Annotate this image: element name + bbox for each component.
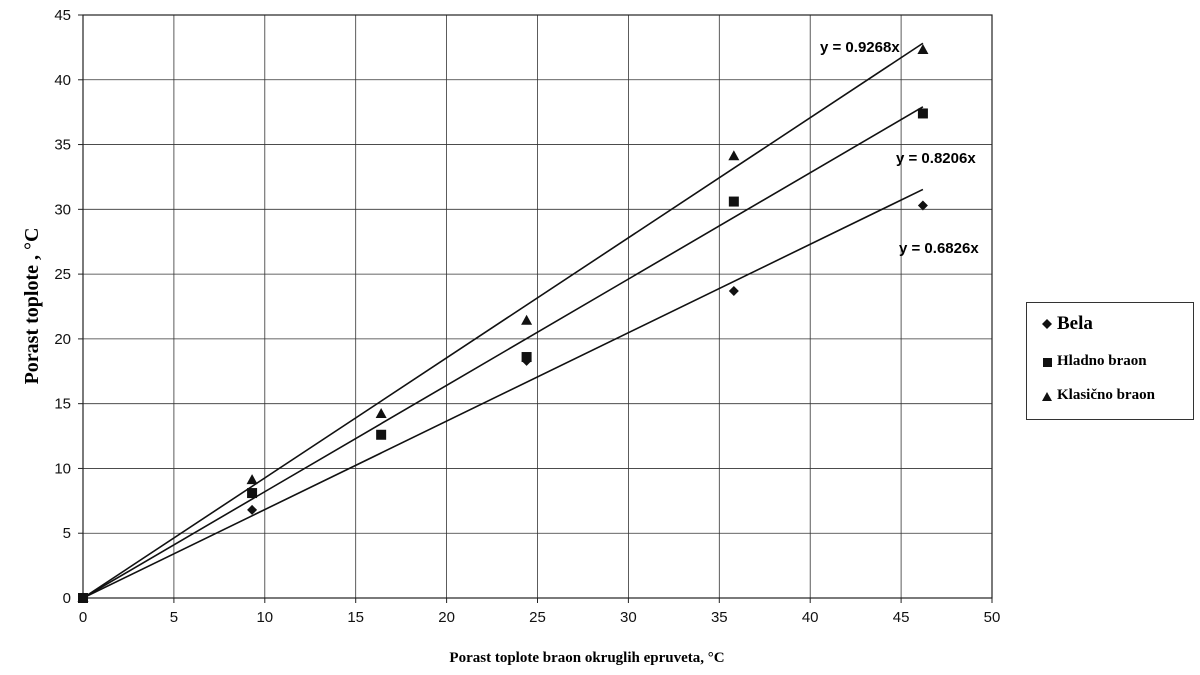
trendline-square	[82, 106, 924, 599]
x-tick-label: 35	[711, 609, 728, 626]
data-point-square	[728, 196, 739, 207]
data-point-square	[917, 108, 928, 119]
x-tick-label: 25	[529, 609, 546, 626]
y-tick-label: 30	[54, 201, 71, 218]
data-points	[77, 43, 929, 603]
x-tick-label: 45	[893, 609, 910, 626]
data-point-triangle	[728, 150, 740, 161]
y-tick-label: 40	[54, 72, 71, 89]
x-tick-label: 10	[256, 609, 273, 626]
grid	[82, 14, 993, 599]
data-point-triangle	[77, 592, 89, 602]
data-point-square	[376, 429, 387, 440]
y-tick-label: 35	[54, 137, 71, 154]
y-tick-label: 0	[63, 590, 71, 607]
data-point-square	[521, 352, 532, 363]
data-point-diamond	[247, 504, 258, 515]
y-tick-label: 10	[54, 460, 71, 477]
data-point-diamond	[728, 285, 739, 296]
x-axis-ticks: 0 5 10 15 20 25 30 35 40 45 50	[79, 598, 1001, 626]
legend-item-klasicno-braon: Klasično braon	[1041, 387, 1155, 404]
equation-labels: y = 0.6826x y = 0.8206x y = 0.9268x	[820, 39, 979, 257]
data-point-triangle	[917, 43, 929, 54]
diamond-icon	[1042, 319, 1052, 329]
x-tick-label: 50	[984, 609, 1001, 626]
legend-item-bela: Bela	[1041, 313, 1093, 335]
trendline-equation-label: y = 0.8206x	[896, 150, 976, 167]
x-tick-label: 15	[347, 609, 364, 626]
data-point-triangle	[246, 474, 258, 485]
trendline-diamond	[82, 188, 924, 599]
y-axis-ticks: 0 5 10 15 20 25 30 35 40 45	[54, 7, 83, 607]
x-tick-label: 30	[620, 609, 637, 626]
x-axis-label: Porast toplote braon okruglih epruveta, …	[449, 650, 724, 666]
x-tick-label: 40	[802, 609, 819, 626]
trendline-equation-label: y = 0.6826x	[899, 240, 979, 257]
legend: Bela Hladno braon Klasično braon	[1026, 302, 1194, 420]
y-tick-label: 5	[63, 525, 71, 542]
square-icon	[1043, 357, 1052, 367]
legend-label-hladno-braon: Hladno braon	[1057, 353, 1147, 369]
trendlines	[82, 42, 924, 599]
y-tick-label: 45	[54, 7, 71, 24]
data-point-triangle	[521, 314, 533, 325]
triangle-icon	[1042, 391, 1052, 401]
trendline-equation-label: y = 0.9268x	[820, 39, 900, 56]
data-point-triangle	[375, 408, 387, 419]
x-tick-label: 5	[170, 609, 178, 626]
x-tick-label: 20	[438, 609, 455, 626]
y-axis-label: Porast toplote , °C	[21, 228, 43, 385]
data-point-diamond	[917, 200, 928, 211]
x-tick-label: 0	[79, 609, 87, 626]
trendline-triangle	[82, 42, 924, 599]
y-tick-label: 25	[54, 266, 71, 283]
legend-label-bela: Bela	[1057, 313, 1093, 334]
legend-label-klasicno-braon: Klasično braon	[1057, 387, 1155, 403]
data-point-square	[247, 488, 258, 499]
y-tick-label: 15	[54, 396, 71, 413]
legend-item-hladno-braon: Hladno braon	[1041, 353, 1147, 370]
y-tick-label: 20	[54, 331, 71, 348]
